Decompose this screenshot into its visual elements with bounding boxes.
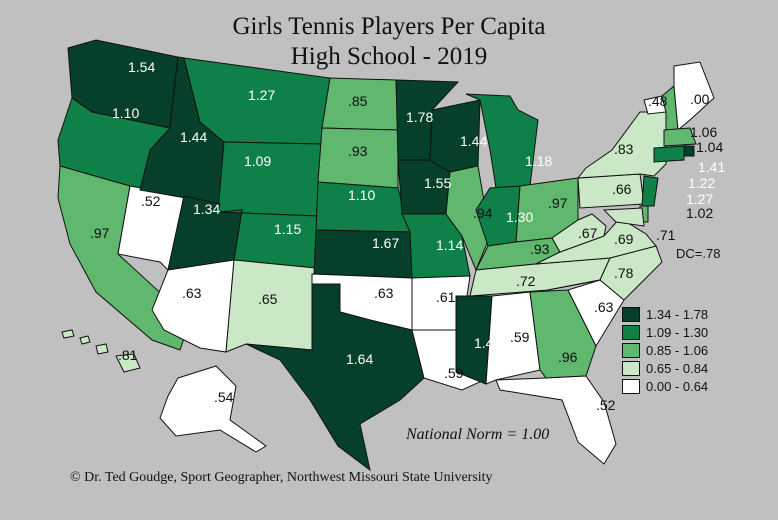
state-label-wa: 1.54 bbox=[128, 59, 155, 75]
legend-entry: 1.09 - 1.30 bbox=[622, 324, 708, 341]
state-label-nv: .52 bbox=[141, 193, 161, 209]
state-label-sc: .63 bbox=[594, 299, 614, 315]
state-label-ne: 1.10 bbox=[348, 187, 375, 203]
state-label-nm: .65 bbox=[258, 291, 278, 307]
state-label-va: .69 bbox=[614, 231, 634, 247]
state-label-ia: 1.55 bbox=[424, 175, 451, 191]
state-md bbox=[602, 207, 645, 227]
state-label-ny: .83 bbox=[614, 141, 634, 157]
state-label-ri: 1.41 bbox=[698, 159, 725, 175]
legend-swatch bbox=[622, 307, 640, 322]
national-norm-note: National Norm = 1.00 bbox=[406, 426, 550, 443]
state-label-nh: 1.06 bbox=[690, 124, 717, 140]
legend-label: 0.00 - 0.64 bbox=[646, 379, 709, 394]
legend-entry: 0.85 - 1.06 bbox=[622, 342, 708, 359]
state-label-nd: .85 bbox=[348, 93, 368, 109]
state-va bbox=[535, 217, 657, 265]
state-ct bbox=[653, 145, 685, 163]
state-label-il: .94 bbox=[473, 205, 493, 221]
state-label-in: 1.30 bbox=[506, 209, 533, 225]
state-label-ca: .97 bbox=[90, 225, 110, 241]
state-label-nj: 1.27 bbox=[686, 191, 713, 207]
state-label-nc: .78 bbox=[614, 265, 634, 281]
state-label-ar: .61 bbox=[436, 289, 456, 305]
legend-entry: 0.00 - 0.64 bbox=[622, 378, 708, 395]
state-label-sd: .93 bbox=[348, 143, 368, 159]
state-ny bbox=[576, 111, 667, 179]
state-wv bbox=[551, 213, 607, 253]
legend-entry: 0.65 - 0.84 bbox=[622, 360, 708, 377]
state-al bbox=[485, 291, 541, 385]
state-label-co: 1.15 bbox=[274, 221, 301, 237]
state-label-tx: 1.64 bbox=[346, 351, 373, 367]
legend-entry: 1.34 - 1.78 bbox=[622, 306, 708, 323]
state-label-fl: .52 bbox=[596, 397, 616, 413]
state-label-pa: .66 bbox=[612, 181, 632, 197]
state-label-mt: 1.27 bbox=[248, 87, 275, 103]
state-label-mi: 1.18 bbox=[525, 153, 552, 169]
state-label-wv: .67 bbox=[578, 225, 598, 241]
dc-label: DC=.78 bbox=[676, 246, 721, 261]
state-label-md: .71 bbox=[656, 227, 676, 243]
state-label-ma: 1.04 bbox=[696, 139, 723, 155]
state-pa bbox=[577, 173, 645, 209]
state-label-ut: 1.34 bbox=[193, 201, 220, 217]
state-hi bbox=[61, 329, 141, 373]
state-label-ak: .54 bbox=[214, 389, 234, 405]
state-label-oh: .97 bbox=[548, 195, 568, 211]
state-nc bbox=[547, 245, 663, 301]
state-label-ks: 1.67 bbox=[372, 235, 399, 251]
state-label-la: .59 bbox=[444, 365, 464, 381]
state-label-ms: 1.43 bbox=[474, 335, 501, 351]
state-ak bbox=[159, 365, 267, 453]
state-label-or: 1.10 bbox=[112, 105, 139, 121]
state-nj bbox=[641, 175, 659, 207]
legend-swatch bbox=[622, 361, 640, 376]
legend-label: 1.09 - 1.30 bbox=[646, 325, 709, 340]
state-label-me: .00 bbox=[690, 91, 710, 107]
state-label-de: 1.02 bbox=[686, 205, 713, 221]
state-ma bbox=[663, 127, 697, 147]
legend-swatch bbox=[622, 379, 640, 394]
state-label-wy: 1.09 bbox=[244, 153, 271, 169]
state-label-ok: .63 bbox=[374, 285, 394, 301]
legend-swatch bbox=[622, 325, 640, 340]
state-label-az: .63 bbox=[182, 285, 202, 301]
state-label-al: .59 bbox=[510, 329, 530, 345]
state-label-ga: .96 bbox=[558, 349, 578, 365]
state-label-id: 1.44 bbox=[180, 129, 207, 145]
state-label-ky: .93 bbox=[530, 241, 550, 257]
state-me bbox=[673, 61, 715, 131]
map-title: Girls Tennis Players Per Capita bbox=[232, 13, 546, 40]
state-label-hi: .81 bbox=[118, 347, 138, 363]
legend: 1.34 - 1.78 1.09 - 1.30 0.85 - 1.06 0.65 - … bbox=[622, 306, 708, 396]
state-fl bbox=[495, 375, 617, 465]
state-label-mo: 1.14 bbox=[436, 237, 463, 253]
state-label-vt: .48 bbox=[648, 93, 668, 109]
map-subtitle: High School - 2019 bbox=[290, 43, 488, 70]
state-label-wi: 1.44 bbox=[460, 133, 487, 149]
legend-label: 0.85 - 1.06 bbox=[646, 343, 709, 358]
state-ri bbox=[683, 145, 695, 157]
credit-line: © Dr. Ted Goudge, Sport Geographer, Nort… bbox=[70, 470, 493, 485]
legend-label: 0.65 - 0.84 bbox=[646, 361, 709, 376]
state-label-tn: .72 bbox=[516, 273, 536, 289]
legend-label: 1.34 - 1.78 bbox=[646, 307, 709, 322]
state-label-ct: 1.22 bbox=[688, 175, 715, 191]
state-label-mn: 1.78 bbox=[406, 109, 433, 125]
legend-swatch bbox=[622, 343, 640, 358]
